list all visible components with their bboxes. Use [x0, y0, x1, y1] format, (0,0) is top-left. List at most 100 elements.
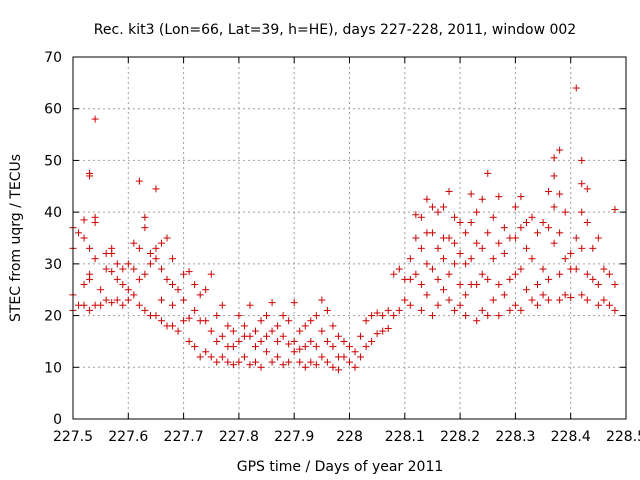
data-point	[97, 286, 105, 294]
data-point	[185, 337, 193, 345]
data-point	[423, 195, 431, 203]
data-point	[412, 270, 420, 278]
data-point	[478, 306, 486, 314]
data-point	[594, 301, 602, 309]
data-point	[108, 250, 116, 258]
chart-title: Rec. kit3 (Lon=66, Lat=39, h=HE), days 2…	[94, 22, 576, 38]
data-point	[80, 234, 88, 242]
data-point	[213, 337, 221, 345]
data-point	[312, 361, 320, 369]
data-point	[235, 312, 243, 320]
data-point	[500, 291, 508, 299]
data-point	[379, 327, 387, 335]
data-point	[545, 187, 553, 195]
data-point	[478, 244, 486, 252]
data-point	[213, 312, 221, 320]
data-point	[141, 224, 149, 232]
data-point	[539, 291, 547, 299]
data-point	[373, 330, 381, 338]
data-point	[484, 275, 492, 283]
y-tick-label: 0	[53, 412, 62, 428]
data-point	[445, 187, 453, 195]
data-point	[600, 296, 608, 304]
data-point	[489, 255, 497, 263]
data-point	[462, 229, 470, 237]
data-point	[390, 312, 398, 320]
data-point	[517, 224, 525, 232]
data-point	[185, 268, 193, 276]
data-point	[578, 244, 586, 252]
data-point	[384, 306, 392, 314]
data-point	[467, 255, 475, 263]
data-point	[500, 224, 508, 232]
data-point	[163, 275, 171, 283]
data-point	[80, 281, 88, 289]
data-point	[229, 361, 237, 369]
y-tick-label: 70	[44, 50, 62, 66]
data-point	[307, 317, 315, 325]
data-point	[169, 322, 177, 330]
data-point	[229, 327, 237, 335]
data-point	[417, 213, 425, 221]
data-point	[130, 265, 138, 273]
data-point	[451, 213, 459, 221]
data-point	[611, 306, 619, 314]
data-point	[207, 270, 215, 278]
data-point	[152, 244, 160, 252]
data-point	[180, 317, 188, 325]
data-point	[91, 115, 99, 123]
data-point	[550, 239, 558, 247]
data-point	[522, 218, 530, 226]
x-tick-label: 228.1	[385, 429, 425, 445]
data-point	[224, 358, 232, 366]
data-point	[417, 306, 425, 314]
data-point	[534, 301, 542, 309]
x-tick-label: 228	[336, 429, 363, 445]
data-point	[108, 268, 116, 276]
y-axis-title: STEC from uqrg / TECUs	[8, 154, 24, 322]
data-point	[556, 146, 564, 154]
data-point	[312, 343, 320, 351]
data-point	[478, 270, 486, 278]
data-point	[296, 345, 304, 353]
x-tick-label: 227.8	[219, 429, 259, 445]
data-point	[135, 275, 143, 283]
data-point	[401, 296, 409, 304]
data-point	[263, 348, 271, 356]
data-point	[257, 337, 265, 345]
data-point	[368, 312, 376, 320]
data-point	[489, 296, 497, 304]
data-point	[113, 260, 121, 268]
data-point	[445, 296, 453, 304]
data-point	[556, 296, 564, 304]
data-point	[97, 301, 105, 309]
data-point	[534, 229, 542, 237]
data-point	[423, 260, 431, 268]
data-point	[406, 301, 414, 309]
data-point	[279, 361, 287, 369]
data-point	[235, 337, 243, 345]
data-point	[428, 229, 436, 237]
data-point	[600, 265, 608, 273]
data-point	[246, 332, 254, 340]
data-point	[75, 229, 83, 237]
data-point	[583, 185, 591, 193]
data-point	[240, 353, 248, 361]
data-point	[500, 250, 508, 258]
data-point	[434, 244, 442, 252]
data-point	[578, 208, 586, 216]
data-point	[434, 275, 442, 283]
data-point	[251, 358, 259, 366]
data-point	[124, 260, 132, 268]
data-point	[473, 239, 481, 247]
data-point	[522, 286, 530, 294]
data-point	[180, 296, 188, 304]
data-point	[390, 270, 398, 278]
data-point	[323, 337, 331, 345]
data-point	[290, 348, 298, 356]
data-point	[395, 306, 403, 314]
data-point	[456, 218, 464, 226]
data-point	[318, 327, 326, 335]
data-point	[362, 343, 370, 351]
data-point	[561, 208, 569, 216]
